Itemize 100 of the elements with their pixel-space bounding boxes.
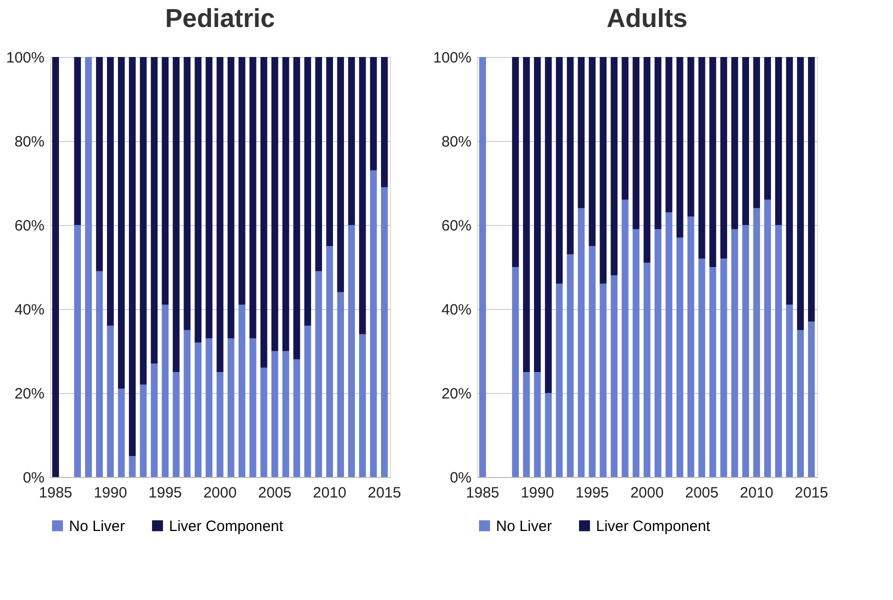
bar: [271, 57, 278, 351]
bar: [808, 57, 815, 322]
bar: [654, 229, 662, 477]
bar: [600, 57, 607, 284]
bar: [359, 334, 366, 477]
bar: [808, 322, 815, 477]
bar: [523, 57, 530, 372]
bar: [797, 57, 804, 330]
bar: [96, 57, 103, 272]
bar: [118, 388, 125, 477]
y-tick-label: 60%: [14, 218, 44, 234]
bar: [162, 57, 169, 305]
legend-label: No Liver: [496, 518, 552, 535]
bar: [764, 200, 771, 477]
bar: [74, 57, 81, 225]
bar: [544, 57, 552, 393]
y-tick-label: 80%: [441, 134, 472, 150]
bar: [709, 267, 716, 477]
bar: [216, 57, 224, 372]
bar: [632, 229, 640, 477]
bar: [304, 57, 312, 326]
x-tick-label: 2000: [630, 484, 664, 502]
bar: [326, 246, 334, 477]
bar: [184, 330, 191, 477]
bar: [786, 304, 793, 477]
bar: [150, 364, 158, 477]
bar: [118, 57, 125, 389]
bar: [370, 57, 377, 170]
bar: [206, 57, 212, 338]
x-tick-label: 1995: [148, 484, 182, 502]
legend-label: Liver Component: [169, 518, 284, 535]
bar: [216, 372, 224, 477]
bar: [140, 57, 147, 385]
bar: [644, 57, 650, 263]
bar: [775, 57, 782, 225]
x-tick-label: 1995: [576, 484, 609, 502]
bar: [764, 57, 771, 200]
bar: [556, 284, 563, 477]
bar: [512, 267, 519, 477]
x-tick-label: 2010: [312, 484, 346, 502]
bar: [293, 57, 300, 360]
bar: [293, 359, 300, 477]
bar: [578, 208, 585, 477]
bar: [162, 304, 169, 477]
bar: [184, 57, 191, 330]
x-tick-label: 1990: [520, 484, 554, 502]
bar: [588, 246, 596, 477]
bar: [786, 57, 793, 305]
bar: [238, 57, 246, 305]
bar: [632, 57, 640, 230]
bar: [622, 200, 628, 477]
bar: [128, 57, 136, 456]
x-tick-label: 2005: [258, 484, 292, 502]
y-tick-label: 0%: [450, 470, 472, 486]
bar: [228, 338, 234, 477]
bar: [128, 456, 136, 477]
bar: [566, 57, 574, 254]
bar: [304, 326, 312, 477]
bar: [523, 372, 530, 477]
bar: [282, 57, 290, 351]
bar: [534, 57, 541, 372]
bar: [249, 57, 256, 338]
bar: [654, 57, 662, 230]
y-tick-label: 100%: [433, 50, 472, 66]
bar: [610, 57, 618, 276]
bar: [622, 57, 628, 200]
bar: [326, 57, 334, 246]
bar: [381, 187, 388, 477]
bar: [228, 57, 234, 338]
bar: [644, 262, 650, 477]
bar: [206, 338, 212, 477]
bar: [271, 351, 278, 477]
bar: [348, 225, 355, 477]
bar: [85, 57, 92, 477]
bar: [566, 254, 574, 477]
x-tick-label: 2005: [685, 484, 718, 502]
bar: [260, 57, 268, 368]
bar: [742, 225, 750, 477]
bar: [106, 326, 114, 477]
bar: [381, 57, 388, 188]
y-tick-label: 40%: [14, 302, 44, 318]
y-tick-label: 60%: [441, 218, 472, 234]
bar: [753, 57, 760, 208]
bar: [359, 57, 366, 334]
bar: [282, 351, 290, 477]
y-tick-label: 20%: [14, 386, 44, 402]
bar: [687, 216, 694, 477]
bar: [172, 372, 180, 477]
x-tick-label: 2000: [203, 484, 237, 502]
bar: [337, 292, 344, 477]
bar: [578, 57, 585, 208]
bar: [106, 57, 114, 326]
bar: [194, 342, 202, 477]
x-tick-label: 1985: [38, 484, 72, 502]
bar: [753, 208, 760, 477]
bar: [588, 57, 596, 246]
bar: [742, 57, 750, 225]
bar: [249, 338, 256, 477]
legend-label: No Liver: [69, 518, 125, 535]
bar: [720, 57, 728, 259]
